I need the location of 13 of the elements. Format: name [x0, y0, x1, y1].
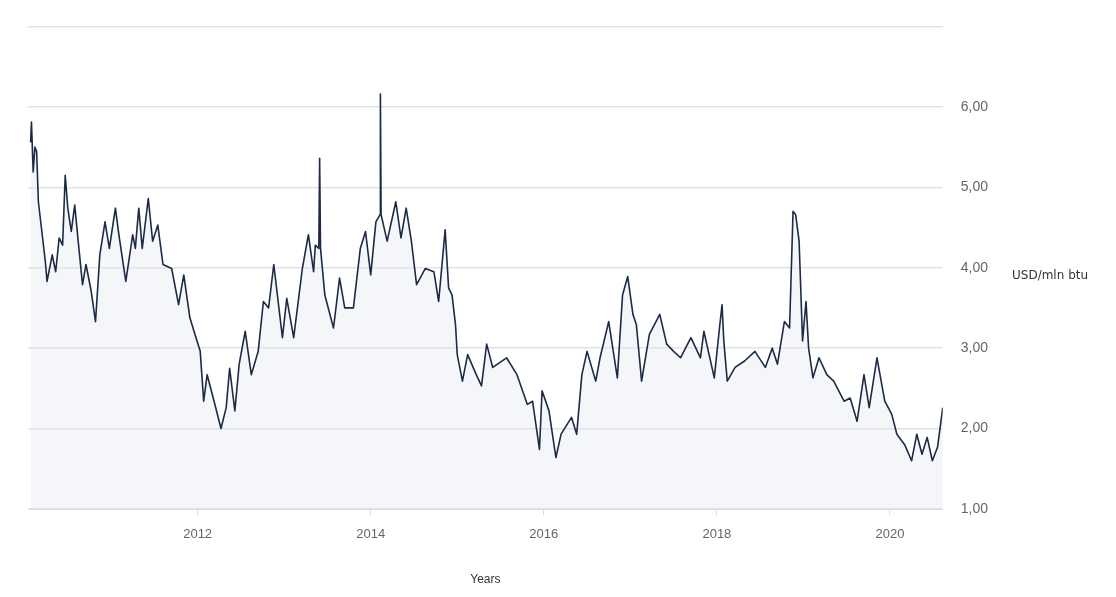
y-axis-title: USD/mln btu: [1012, 268, 1089, 282]
x-tick-label: 2018: [702, 526, 732, 542]
y-tick-label: 6,00: [960, 97, 989, 114]
y-tick-label: 3,00: [960, 338, 989, 355]
y-tick-label: 1,00: [960, 499, 989, 516]
y-tick-label: 4,00: [960, 258, 989, 275]
x-tick-label: 2012: [183, 526, 213, 542]
x-tick-label: 2014: [356, 526, 386, 542]
y-tick-label: 2,00: [960, 419, 989, 436]
x-tick-label: 2016: [529, 526, 559, 542]
x-axis-title: Years: [470, 572, 501, 587]
x-tick-label: 2020: [875, 526, 905, 542]
y-tick-label: 5,00: [960, 178, 989, 195]
